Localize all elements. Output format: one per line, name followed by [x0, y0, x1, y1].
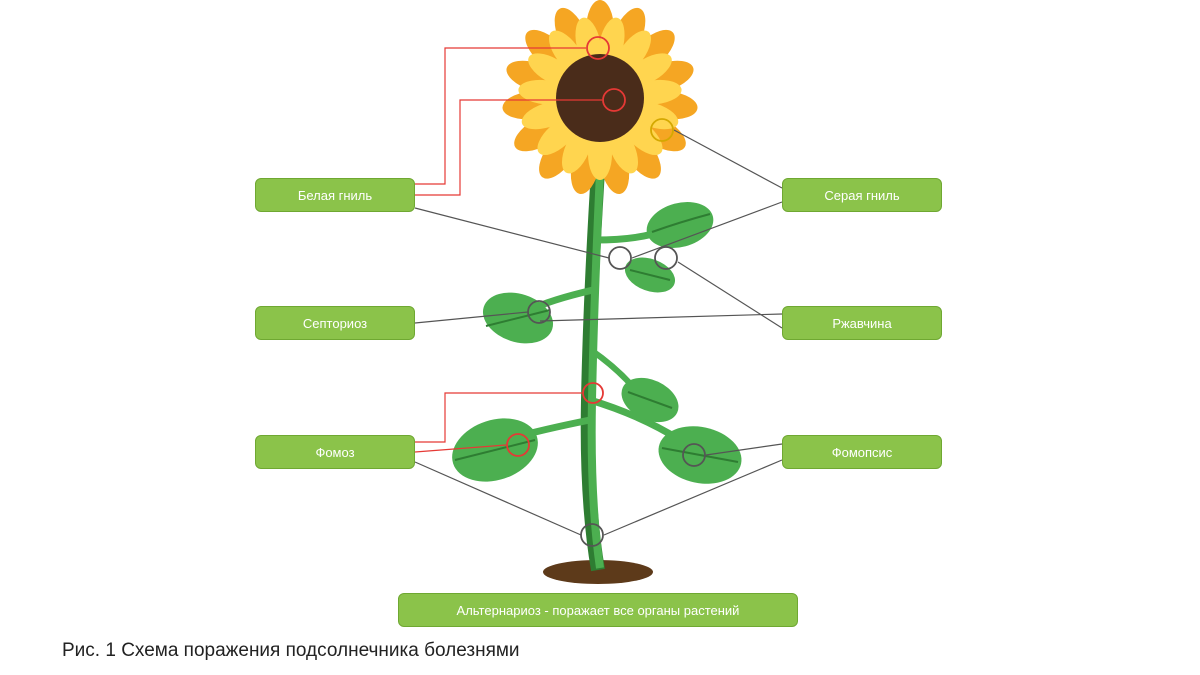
disease-label-alternarioz: Альтернариоз - поражает все органы расте…	[398, 593, 798, 627]
disease-label-septorioz: Септориоз	[255, 306, 415, 340]
disease-label-fomoz: Фомоз	[255, 435, 415, 469]
disease-label-belaya-gnil: Белая гниль	[255, 178, 415, 212]
disease-label-rzhavchina: Ржавчина	[782, 306, 942, 340]
connector	[678, 262, 782, 328]
connector	[540, 314, 782, 321]
connector	[674, 130, 782, 188]
disease-label-seraya-gnil: Серая гниль	[782, 178, 942, 212]
diagram-canvas	[0, 0, 1200, 675]
connector	[415, 208, 609, 258]
marker-circle	[609, 247, 631, 269]
figure-caption: Рис. 1 Схема поражения подсолнечника бол…	[62, 640, 520, 662]
sunflower	[501, 0, 699, 197]
disease-label-fomopsis: Фомопсис	[782, 435, 942, 469]
